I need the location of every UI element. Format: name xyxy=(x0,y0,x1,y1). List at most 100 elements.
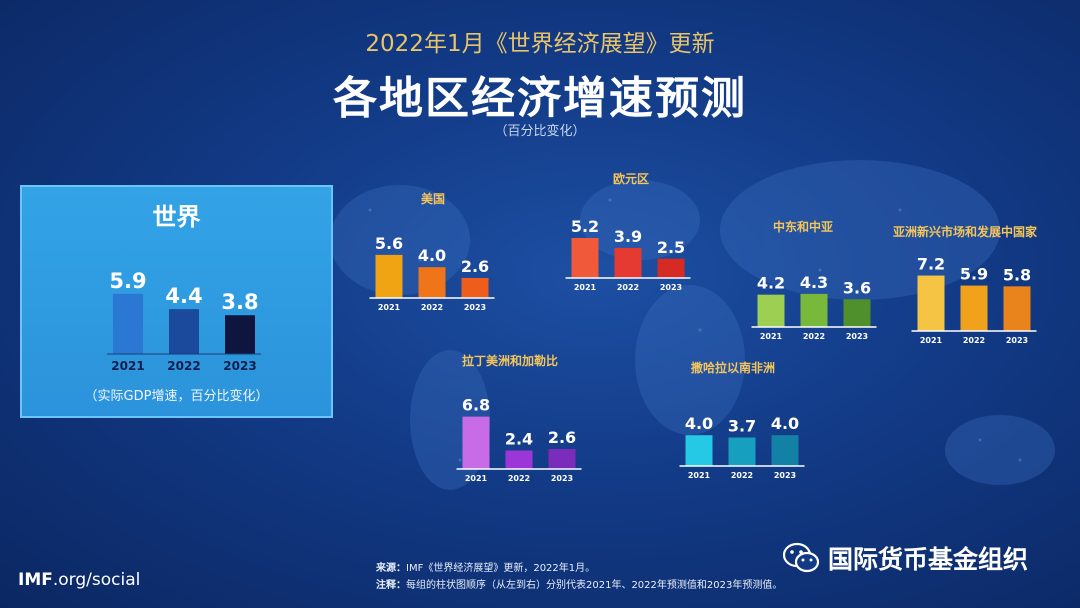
value-label-usa-2021: 5.6 xyxy=(375,234,403,253)
value-label-latam-2022: 2.4 xyxy=(505,430,533,449)
wechat-account: 国际货币基金组织 xyxy=(782,540,1028,576)
region-label-mena: 中东和中亚 xyxy=(773,220,834,234)
tick-label-latam-2023: 2023 xyxy=(551,474,573,483)
value-label-world-2022: 4.4 xyxy=(165,284,202,308)
bar-asia-2023 xyxy=(1003,286,1031,331)
source-text: IMF《世界经济展望》更新，2022年1月。 xyxy=(406,563,596,574)
tick-label-ssa-2022: 2022 xyxy=(731,471,753,480)
bar-usa-2021 xyxy=(375,254,403,298)
value-label-ssa-2021: 4.0 xyxy=(685,414,713,433)
value-label-euro-2023: 2.5 xyxy=(657,238,685,257)
unit-label: （百分比变化） xyxy=(494,124,586,139)
wechat-icon xyxy=(782,542,820,573)
tick-label-world-2021: 2021 xyxy=(111,359,144,373)
value-label-asia-2021: 7.2 xyxy=(917,255,945,274)
tick-label-latam-2022: 2022 xyxy=(508,474,530,483)
tick-label-mena-2022: 2022 xyxy=(803,332,825,341)
chart-usa: 5.6 2021 4.0 2022 2.6 2023 xyxy=(367,213,497,318)
bar-usa-2023 xyxy=(461,277,489,298)
bar-latam-2021 xyxy=(462,416,490,469)
bar-world-2023 xyxy=(225,315,255,354)
chart-svg-euro: 5.2 2021 3.9 2022 2.5 2023 xyxy=(565,217,691,292)
note-text: 每组的柱状图顺序（从左到右）分别代表2021年、2022年预测值和2023年预测… xyxy=(406,580,783,591)
tick-label-usa-2021: 2021 xyxy=(378,303,401,312)
world-panel-note: （实际GDP增速，百分比变化） xyxy=(84,389,269,404)
world-panel: 世界 （实际GDP增速，百分比变化） xyxy=(20,185,333,418)
bar-asia-2021 xyxy=(917,275,945,331)
chart-mena: 4.2 2021 4.3 2022 3.6 2023 xyxy=(749,242,879,347)
world-panel-title: 世界 xyxy=(152,203,201,231)
chart-euro: 5.2 2021 3.9 2022 2.5 2023 xyxy=(563,193,693,298)
tick-label-euro-2021: 2021 xyxy=(574,283,597,292)
bar-asia-2022 xyxy=(960,285,988,331)
brand-imf: IMF xyxy=(18,570,53,590)
value-label-world-2023: 3.8 xyxy=(221,290,258,314)
source-label: 来源： xyxy=(376,563,406,574)
value-label-mena-2023: 3.6 xyxy=(843,278,871,297)
chart-svg-usa: 5.6 2021 4.0 2022 2.6 2023 xyxy=(369,234,495,312)
value-label-ssa-2022: 3.7 xyxy=(728,417,756,436)
bar-latam-2023 xyxy=(548,448,576,469)
footer-notes: 来源：IMF《世界经济展望》更新，2022年1月。 注释：每组的柱状图顺序（从左… xyxy=(376,560,782,594)
region-label-asia: 亚洲新兴市场和发展中国家 xyxy=(893,225,1038,239)
value-label-euro-2021: 5.2 xyxy=(571,217,599,236)
chart-world: 5.9 2021 4.4 2022 3.8 2023 xyxy=(84,239,284,374)
value-label-euro-2022: 3.9 xyxy=(614,227,642,246)
value-label-usa-2023: 2.6 xyxy=(461,257,489,276)
bar-usa-2022 xyxy=(418,267,446,298)
value-label-asia-2023: 5.8 xyxy=(1003,265,1031,284)
bar-world-2021 xyxy=(113,293,143,354)
bar-world-2022 xyxy=(169,309,199,354)
bar-euro-2022 xyxy=(614,247,642,278)
tick-label-asia-2021: 2021 xyxy=(920,336,943,345)
tick-label-euro-2023: 2023 xyxy=(660,283,682,292)
source-line: 来源：IMF《世界经济展望》更新，2022年1月。 xyxy=(376,560,782,577)
bar-mena-2021 xyxy=(757,294,785,327)
tick-label-euro-2022: 2022 xyxy=(617,283,639,292)
tick-label-world-2023: 2023 xyxy=(223,359,256,373)
value-label-usa-2022: 4.0 xyxy=(418,246,446,265)
tick-label-latam-2021: 2021 xyxy=(465,474,488,483)
tick-label-asia-2023: 2023 xyxy=(1006,336,1028,345)
value-label-asia-2022: 5.9 xyxy=(960,265,988,284)
imf-social-link[interactable]: IMF.org/social xyxy=(18,570,140,590)
chart-svg-mena: 4.2 2021 4.3 2022 3.6 2023 xyxy=(751,273,877,341)
bar-ssa-2023 xyxy=(771,435,799,466)
tick-label-usa-2022: 2022 xyxy=(421,303,443,312)
chart-svg-ssa: 4.0 2021 3.7 2022 4.0 2023 xyxy=(679,414,805,480)
bar-latam-2022 xyxy=(505,450,533,469)
bar-ssa-2022 xyxy=(728,437,756,466)
note-line: 注释：每组的柱状图顺序（从左到右）分别代表2021年、2022年预测值和2023… xyxy=(376,577,782,594)
bar-euro-2023 xyxy=(657,258,685,278)
region-label-euro: 欧元区 xyxy=(613,172,650,186)
tick-label-ssa-2021: 2021 xyxy=(688,471,711,480)
chart-asia: 7.2 2021 5.9 2022 5.8 2023 xyxy=(909,246,1039,351)
value-label-mena-2022: 4.3 xyxy=(800,273,828,292)
tick-label-asia-2022: 2022 xyxy=(963,336,985,345)
tick-label-world-2022: 2022 xyxy=(167,359,200,373)
region-label-latam: 拉丁美洲和加勒比 xyxy=(462,354,559,368)
value-label-latam-2021: 6.8 xyxy=(462,396,490,415)
chart-svg-asia: 7.2 2021 5.9 2022 5.8 2023 xyxy=(911,255,1037,345)
region-label-usa: 美国 xyxy=(421,192,446,206)
chart-svg-latam: 6.8 2021 2.4 2022 2.6 2023 xyxy=(456,396,582,483)
brand-rest: .org/social xyxy=(52,570,141,590)
update-subtitle: 2022年1月《世界经济展望》更新 xyxy=(365,31,715,57)
wechat-account-name: 国际货币基金组织 xyxy=(828,545,1029,574)
value-label-ssa-2023: 4.0 xyxy=(771,414,799,433)
note-label: 注释： xyxy=(376,580,406,591)
bar-mena-2022 xyxy=(800,293,828,327)
region-label-ssa: 撒哈拉以南非洲 xyxy=(691,361,776,375)
tick-label-ssa-2023: 2023 xyxy=(774,471,796,480)
bar-ssa-2021 xyxy=(685,435,713,466)
chart-ssa: 4.0 2021 3.7 2022 4.0 2023 xyxy=(677,381,807,486)
page-title: 各地区经济增速预测 xyxy=(333,73,747,124)
value-label-world-2021: 5.9 xyxy=(109,269,146,293)
tick-label-usa-2023: 2023 xyxy=(464,303,486,312)
tick-label-mena-2023: 2023 xyxy=(846,332,868,341)
bar-euro-2021 xyxy=(571,237,599,278)
value-label-mena-2021: 4.2 xyxy=(757,274,785,293)
bar-mena-2023 xyxy=(843,299,871,327)
chart-latam: 6.8 2021 2.4 2022 2.6 2023 xyxy=(454,384,584,489)
tick-label-mena-2021: 2021 xyxy=(760,332,783,341)
